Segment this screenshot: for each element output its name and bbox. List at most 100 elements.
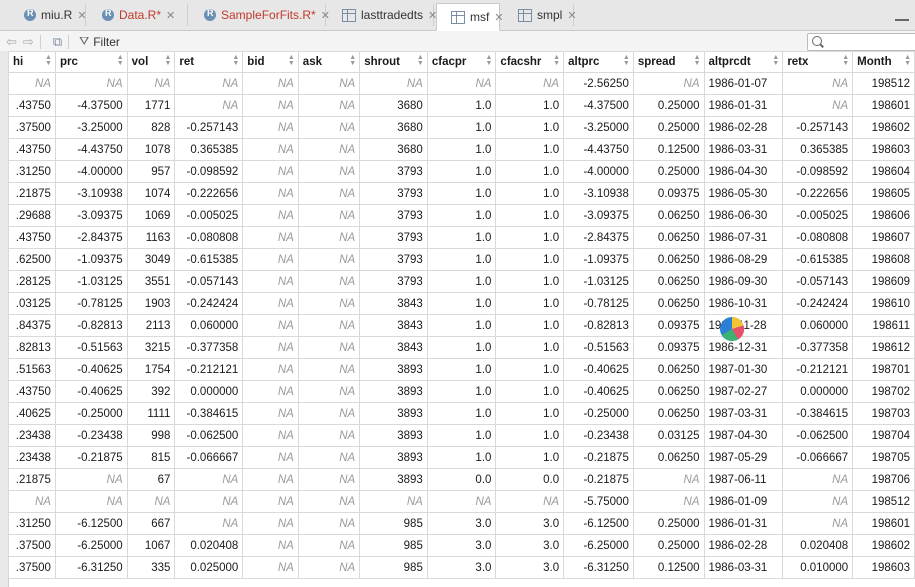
cell-cfacshr[interactable]: 1.0 (495, 182, 565, 205)
table-row[interactable]: .28125 -1.03125 3551 -0.057143 NA NA 3793 1.0 1.… (8, 270, 915, 293)
cell-vol[interactable]: 957 (126, 160, 176, 183)
column-header-altprcdt[interactable]: altprcdt ▲ ▼ (703, 51, 784, 73)
cell-vol[interactable]: 67 (126, 468, 176, 491)
cell-ask[interactable]: NA (297, 182, 361, 205)
cell-ret[interactable]: -0.384615 (174, 402, 244, 425)
cell-prc[interactable]: -0.78125 (54, 292, 128, 315)
cell-prc[interactable]: -3.25000 (54, 116, 128, 139)
cell-retx[interactable]: -0.222656 (782, 182, 854, 205)
cell-altprc[interactable]: -0.23438 (563, 424, 634, 447)
cell-bid[interactable]: NA (242, 138, 299, 161)
cell-shrout[interactable]: 985 (359, 512, 428, 535)
cell-ret[interactable]: NA (174, 512, 244, 535)
cell-cfacpr[interactable]: 1.0 (426, 270, 497, 293)
cell-cfacpr[interactable]: 1.0 (426, 380, 497, 403)
cell-month[interactable]: 198610 (852, 292, 915, 315)
table-row[interactable]: .40625 -0.25000 1111 -0.384615 NA NA 3893 1.0 1.… (8, 402, 915, 425)
cell-cfacshr[interactable]: 1.0 (495, 402, 565, 425)
cell-cfacpr[interactable]: 1.0 (426, 226, 497, 249)
cell-vol[interactable]: 1067 (126, 534, 176, 557)
cell-retx[interactable]: -0.080808 (782, 226, 854, 249)
cell-hi[interactable]: .28125 (8, 270, 56, 293)
cell-retx[interactable]: NA (782, 512, 854, 535)
column-header-ask[interactable]: ask ▲ ▼ (297, 51, 361, 73)
cell-cfacshr[interactable]: 1.0 (495, 226, 565, 249)
cell-bid[interactable]: NA (242, 336, 299, 359)
cell-ask[interactable]: NA (297, 248, 361, 271)
close-tab-icon[interactable]: ✕ (428, 9, 438, 22)
table-row[interactable]: .43750 -4.37500 1771 NA NA NA 3680 1.0 1.0 -4.375… (8, 94, 915, 117)
cell-prc[interactable]: -2.84375 (54, 226, 128, 249)
cell-hi[interactable]: NA (8, 490, 56, 513)
cell-month[interactable]: 198705 (852, 446, 915, 469)
cell-cfacpr[interactable]: 1.0 (426, 182, 497, 205)
cell-ask[interactable]: NA (297, 116, 361, 139)
cell-bid[interactable]: NA (242, 490, 299, 513)
cell-prc[interactable]: -3.09375 (54, 204, 128, 227)
cell-altprcdt[interactable]: 1987-02-27 (703, 380, 784, 403)
cell-ret[interactable]: 0.060000 (174, 314, 244, 337)
cell-hi[interactable]: .37500 (8, 534, 56, 557)
cell-bid[interactable]: NA (242, 160, 299, 183)
cell-spread[interactable]: 0.25000 (632, 512, 705, 535)
cell-month[interactable]: 198601 (852, 94, 915, 117)
table-row[interactable]: .37500 -6.25000 1067 0.020408 NA NA 985 3.0 3.0-… (8, 534, 915, 557)
column-header-cfacshr[interactable]: cfacshr ▲ ▼ (495, 51, 565, 73)
cell-month[interactable]: 198612 (852, 336, 915, 359)
cell-bid[interactable]: NA (242, 226, 299, 249)
cell-shrout[interactable]: 3793 (359, 182, 428, 205)
cell-prc[interactable]: -0.40625 (54, 358, 128, 381)
cell-altprc[interactable]: -0.82813 (563, 314, 634, 337)
cell-cfacshr[interactable]: 3.0 (495, 556, 565, 579)
cell-bid[interactable]: NA (242, 358, 299, 381)
cell-ret[interactable]: -0.615385 (174, 248, 244, 271)
cell-altprc[interactable]: -0.40625 (563, 358, 634, 381)
cell-bid[interactable]: NA (242, 270, 299, 293)
column-header-spread[interactable]: spread ▲ ▼ (632, 51, 705, 73)
cell-ret[interactable]: 0.000000 (174, 380, 244, 403)
cell-bid[interactable]: NA (242, 116, 299, 139)
cell-month[interactable]: 198512 (852, 72, 915, 95)
cell-prc[interactable]: NA (54, 468, 128, 491)
cell-spread[interactable]: NA (632, 468, 705, 491)
cell-cfacpr[interactable]: 1.0 (426, 248, 497, 271)
cell-altprcdt[interactable]: 1987-04-30 (703, 424, 784, 447)
cell-ask[interactable]: NA (297, 138, 361, 161)
column-header-month[interactable]: Month ▲ ▼ (852, 51, 915, 73)
cell-prc[interactable]: -1.03125 (54, 270, 128, 293)
cell-shrout[interactable]: 3893 (359, 380, 428, 403)
cell-cfacshr[interactable]: 1.0 (495, 248, 565, 271)
cell-month[interactable]: 198603 (852, 556, 915, 579)
cell-retx[interactable]: 0.020408 (782, 534, 854, 557)
cell-cfacpr[interactable]: NA (426, 490, 497, 513)
cell-ret[interactable]: -0.222656 (174, 182, 244, 205)
cell-ret[interactable]: -0.377358 (174, 336, 244, 359)
sort-arrows-icon[interactable]: ▲ ▼ (164, 54, 172, 67)
cell-spread[interactable]: 0.09375 (632, 314, 705, 337)
cell-altprc[interactable]: -4.00000 (563, 160, 634, 183)
cell-hi[interactable]: .43750 (8, 94, 56, 117)
cell-altprc[interactable]: -0.25000 (563, 402, 634, 425)
tab-smpl[interactable]: smpl ✕ (504, 4, 577, 26)
cell-altprcdt[interactable]: 1987-06-11 (703, 468, 784, 491)
cell-altprcdt[interactable]: 1986-02-28 (703, 534, 784, 557)
table-row[interactable]: .43750 -0.40625 392 0.000000 NA NA 3893 1.0 1.0-… (8, 380, 915, 403)
cell-ask[interactable]: NA (297, 468, 361, 491)
cell-retx[interactable]: -0.005025 (782, 204, 854, 227)
cell-altprc[interactable]: -6.31250 (563, 556, 634, 579)
cell-altprc[interactable]: -3.10938 (563, 182, 634, 205)
cell-hi[interactable]: NA (8, 72, 56, 95)
cell-shrout[interactable]: 3680 (359, 138, 428, 161)
cell-ask[interactable]: NA (297, 424, 361, 447)
cell-shrout[interactable]: 3793 (359, 270, 428, 293)
cell-shrout[interactable]: 3843 (359, 314, 428, 337)
cell-bid[interactable]: NA (242, 292, 299, 315)
table-row[interactable]: NA NA NA NA NA NA NA NA NA -5.75000 NA 1986-01-09 NA… (8, 490, 915, 513)
cell-vol[interactable]: 335 (126, 556, 176, 579)
cell-hi[interactable]: .37500 (8, 116, 56, 139)
table-row[interactable]: .23438 -0.23438 998 -0.062500 NA NA 3893 1.0 1.0… (8, 424, 915, 447)
cell-ret[interactable]: NA (174, 72, 244, 95)
cell-prc[interactable]: -4.37500 (54, 94, 128, 117)
cell-month[interactable]: 198609 (852, 270, 915, 293)
cell-spread[interactable]: 0.09375 (632, 336, 705, 359)
